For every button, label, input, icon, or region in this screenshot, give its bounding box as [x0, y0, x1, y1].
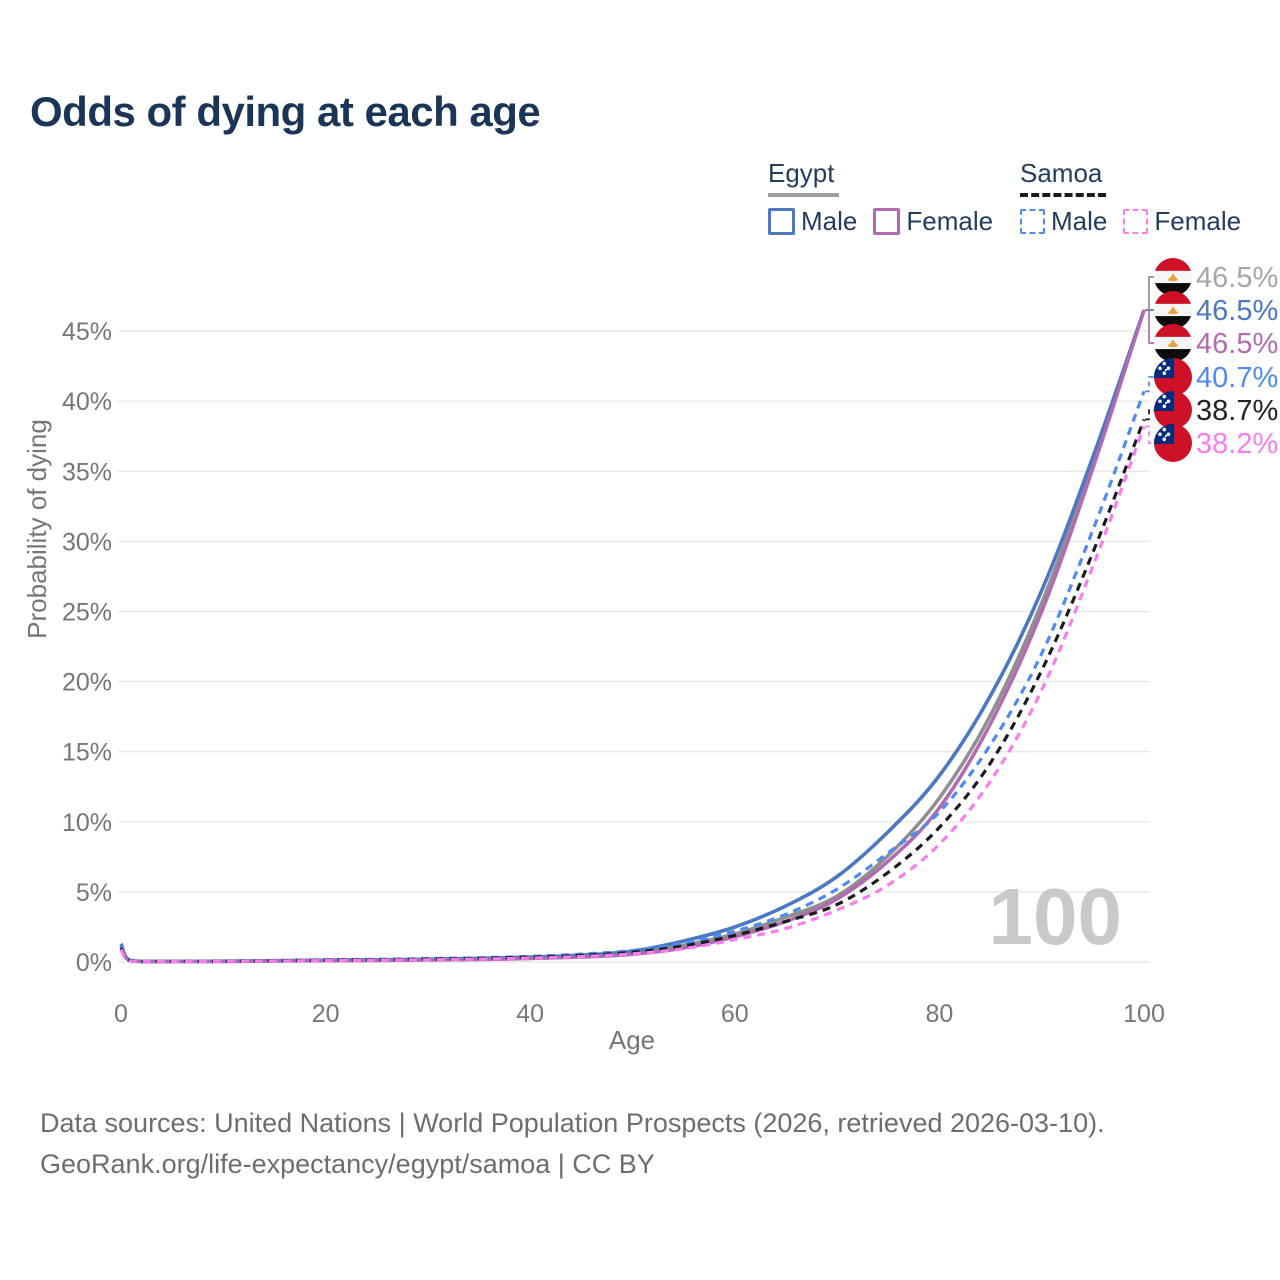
legend-item-egypt-male[interactable]: Male [768, 206, 857, 237]
label-connector-samoa-female [1145, 425, 1154, 444]
samoa-flag-icon [1154, 391, 1192, 429]
x-tick-label: 0 [114, 1000, 128, 1028]
footer-attribution: GeoRank.org/life-expectancy/egypt/samoa … [40, 1149, 655, 1179]
y-tick-label: 10% [62, 809, 112, 837]
x-tick-label: 40 [516, 1000, 544, 1028]
label-connector-samoa-male [1145, 376, 1154, 393]
legend-item-label: Male [801, 206, 858, 236]
egypt-female-checkbox-icon[interactable] [873, 208, 901, 235]
page-title: Odds of dying at each age [30, 88, 541, 135]
x-tick-label: 80 [925, 1000, 953, 1028]
y-tick-label: 45% [62, 318, 112, 346]
y-tick-label: 5% [76, 879, 112, 907]
egypt-flag-icon [1154, 258, 1192, 296]
end-value-label-samoa-female: 38.2% [1196, 428, 1278, 460]
legend-group-samoa: Samoa Male Female [1020, 158, 1241, 237]
y-tick-label: 15% [62, 739, 112, 767]
y-axis-title: Probability of dying [22, 419, 52, 639]
egypt-flag-icon [1154, 291, 1192, 329]
end-value-label-egypt-both: 46.5% [1196, 262, 1278, 294]
samoa-flag-icon [1154, 424, 1192, 462]
y-tick-label: 40% [62, 388, 112, 416]
footer: Data sources: United Nations | World Pop… [40, 1103, 1105, 1185]
x-tick-label: 20 [312, 1000, 340, 1028]
legend-item-label: Male [1051, 206, 1108, 236]
end-value-label-egypt-male: 46.5% [1196, 295, 1278, 327]
age-watermark: 100 [989, 872, 1122, 961]
y-tick-label: 30% [62, 528, 112, 556]
y-tick-label: 0% [76, 949, 112, 977]
label-connector-egypt-female [1145, 309, 1154, 344]
end-value-label-egypt-female: 46.5% [1196, 328, 1278, 360]
label-connector-egypt-both [1145, 276, 1154, 311]
samoa-male-checkbox-icon[interactable] [1020, 209, 1045, 234]
egypt-male-checkbox-icon[interactable] [768, 208, 795, 235]
x-tick-label: 100 [1123, 1000, 1165, 1028]
legend-item-samoa-female[interactable]: Female [1123, 206, 1241, 237]
series-line-egypt-both[interactable] [119, 309, 1146, 964]
series-line-egypt-female[interactable] [119, 309, 1146, 964]
x-axis-title: Age [609, 1025, 655, 1055]
label-connector-samoa-both [1145, 409, 1154, 421]
footer-data-sources: Data sources: United Nations | World Pop… [40, 1108, 1105, 1138]
legend-header-egypt[interactable]: Egypt [768, 158, 839, 197]
legend-item-label: Female [906, 206, 994, 236]
legend-item-samoa-male[interactable]: Male [1020, 206, 1107, 237]
legend-item-egypt-female[interactable]: Female [873, 206, 993, 237]
legend-group-egypt: Egypt Male Female [768, 158, 993, 237]
end-value-label-samoa-male: 40.7% [1196, 362, 1278, 394]
y-tick-label: 20% [62, 669, 112, 697]
end-value-label-samoa-both: 38.7% [1196, 395, 1278, 427]
y-tick-label: 25% [62, 599, 112, 627]
egypt-flag-icon [1154, 324, 1192, 362]
legend-item-label: Female [1154, 206, 1242, 236]
samoa-flag-icon [1154, 358, 1192, 396]
samoa-female-checkbox-icon[interactable] [1123, 209, 1149, 234]
series-line-egypt-male[interactable] [119, 309, 1146, 964]
y-tick-label: 35% [62, 458, 112, 486]
series-line-samoa-both[interactable] [119, 418, 1146, 964]
legend-header-samoa[interactable]: Samoa [1020, 158, 1107, 197]
x-tick-label: 60 [721, 1000, 749, 1028]
